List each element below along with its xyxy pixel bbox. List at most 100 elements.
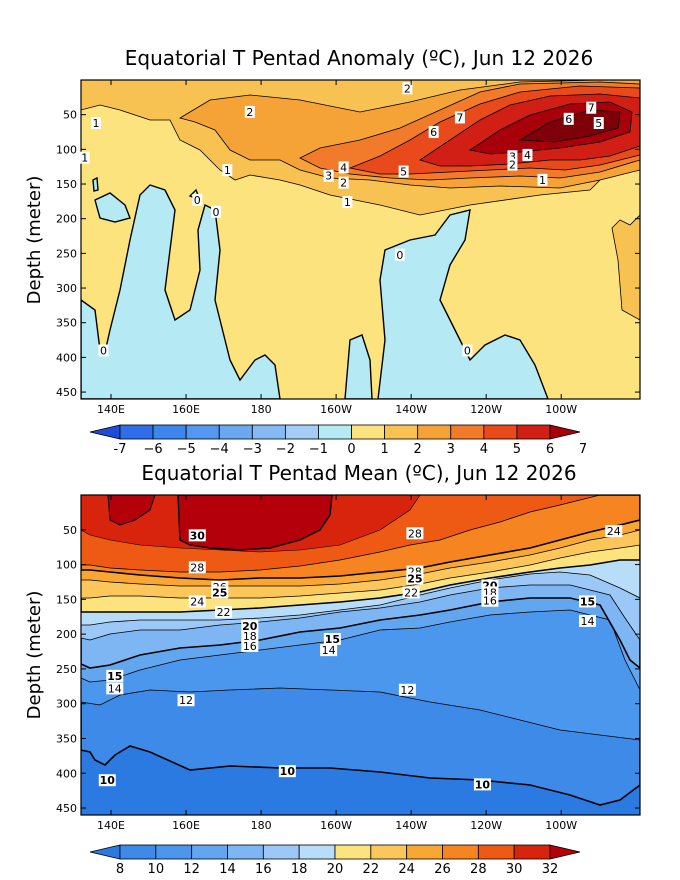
mean-contour-label-bg [605, 525, 623, 538]
anomaly-contour-label-bg [342, 196, 353, 209]
mean-contour-label-bg [98, 774, 116, 787]
mean-contour-label: 15 [323, 633, 341, 646]
anomaly-contour-label: 4 [522, 148, 533, 162]
mean-contour-label-text: 24 [607, 525, 621, 538]
anomaly-contour-label-text: 6 [565, 113, 572, 126]
mean-contour-label-text: 15 [580, 595, 595, 608]
mean-colorbar-low-arrow [89, 844, 121, 860]
anomaly-colorbar-swatch [284, 424, 319, 440]
anomaly-contour-label-text: 0 [464, 344, 471, 357]
mean-x-tick-label: 160E [172, 819, 200, 832]
mean-y-tick-label: 150 [56, 593, 77, 606]
anomaly-fill-1-2 [81, 80, 640, 321]
mean-colorbar: 8 10 12 14 16 18 20 22 24 26 28 30 32 [89, 844, 581, 877]
anomaly-contour-label-text: 5 [595, 117, 602, 130]
anomaly-contour-label-bg [522, 148, 533, 161]
anomaly-contour-label: 0 [394, 248, 405, 262]
mean-contour-label: 24 [605, 525, 623, 538]
mean-contour-label-bg [241, 639, 259, 652]
mean-contour-label-bg [177, 694, 195, 707]
anomaly-colorbar-tick-label: -7 [114, 442, 127, 457]
anomaly-contour-label: 0 [192, 193, 203, 207]
mean-contour-label: 14 [578, 614, 596, 628]
mean-contour-label-text: 10 [280, 765, 296, 778]
mean-contour-label-text: 10 [100, 774, 116, 787]
mean-colorbar-tick-label: 12 [183, 862, 200, 877]
anomaly-colorbar-high-arrow [549, 424, 581, 440]
anomaly-colorbar-tick-label: −4 [210, 442, 229, 457]
anomaly-contour-label-text: 4 [524, 149, 531, 162]
mean-colorbar-tick-label: 24 [398, 862, 415, 877]
anomaly-contour-label: 0 [462, 344, 473, 357]
mean-x-tick-label: 140W [395, 819, 427, 832]
anomaly-colorbar-swatch [185, 424, 220, 440]
mean-fill-32plus-1 [177, 495, 333, 551]
mean-contour-label-bg [211, 586, 229, 599]
anomaly-contour-label-bg [394, 248, 405, 261]
anomaly-contour-label: 5 [593, 116, 604, 130]
anomaly-contour-label-text: 0 [396, 249, 403, 262]
mean-contour-label-text: 10 [475, 778, 491, 791]
anomaly-colorbar-swatch [218, 424, 253, 440]
anomaly-contour-label: 7 [454, 111, 465, 124]
mean-contour-label-bg [578, 595, 596, 608]
mean-contour-label-bg [241, 630, 259, 643]
mean-contour-label-bg [278, 765, 296, 778]
mean-contour-label: 24 [188, 595, 206, 608]
mean-contour-label: 25 [406, 572, 424, 585]
anomaly-contour-label-text: 1 [344, 196, 351, 209]
anomaly-x-tick-label: 160W [320, 403, 352, 416]
anomaly-contour-label-text: 1 [93, 117, 100, 130]
mean-colorbar-swatch [442, 844, 479, 860]
mean-contour-label: 10 [473, 778, 491, 791]
anomaly-y-tick-label: 50 [63, 109, 77, 122]
anomaly-colorbar-tick-label: 1 [380, 442, 388, 457]
anomaly-contour-label: 0 [211, 205, 222, 219]
mean-contour-label-text: 24 [190, 595, 204, 608]
mean-x-tick-label: 120W [470, 819, 502, 832]
anomaly-x-tick-label: 120W [470, 403, 502, 416]
anomaly-contour-label-text: 7 [588, 102, 595, 115]
mean-contour-label-text: 25 [407, 572, 422, 585]
mean-contour-label-bg [241, 619, 259, 632]
mean-contour-label-text: 28 [408, 527, 422, 540]
anomaly-contour-label-text: 0 [213, 206, 220, 219]
anomaly-x-tick-label: 140W [395, 403, 427, 416]
mean-colorbar-tick-label: 8 [116, 862, 124, 877]
mean-plot-frame [80, 494, 641, 816]
mean-y-tick-label: 200 [56, 628, 77, 641]
anomaly-plot-frame [80, 79, 641, 400]
mean-contour-label-bg [188, 561, 206, 574]
mean-contour-label-text: 16 [243, 640, 257, 653]
mean-x-tick-label: 140E [97, 819, 125, 832]
anomaly-contour-label-bg [98, 344, 109, 357]
anomaly-contour-label: 1 [537, 173, 548, 187]
anomaly-colorbar-swatch [152, 424, 187, 440]
anomaly-contour-label-text: 7 [456, 111, 463, 124]
mean-x-tick-label: 160W [320, 819, 352, 832]
anomaly-contour-label-text: 1 [81, 152, 88, 165]
anomaly-axes: 140E 160E 180 160W 140W 120W 100W5010015020025… [56, 80, 640, 416]
anomaly-contour-label: 2 [507, 158, 518, 172]
mean-contour-label-text: 15 [325, 633, 340, 646]
mean-contour-label-bg [215, 605, 233, 618]
mean-contour-label: 22 [402, 586, 420, 599]
anomaly-contour-label-text: 3 [509, 150, 516, 163]
anomaly-contour-label-bg [323, 169, 334, 182]
mean-y-tick-label: 300 [56, 698, 77, 711]
anomaly-contour-label-bg [91, 116, 102, 129]
anomaly-plot-area [81, 80, 640, 399]
anomaly-colorbar-swatch [516, 424, 551, 440]
anomaly-contour-label: 2 [244, 105, 255, 119]
mean-contour-label-text: 20 [242, 620, 258, 633]
anomaly-contour-label: 0 [98, 344, 109, 357]
mean-contour-label-bg [578, 614, 596, 627]
mean-colorbar-swatch [477, 844, 515, 860]
mean-colorbar-swatch [262, 844, 300, 860]
mean-colorbar-tick-label: 26 [434, 862, 451, 877]
anomaly-neg-region-3 [377, 209, 549, 399]
mean-contour-label: 20 [241, 619, 259, 633]
anomaly-contour-label-text: 4 [340, 161, 347, 174]
mean-contour-label-bg [406, 527, 424, 540]
